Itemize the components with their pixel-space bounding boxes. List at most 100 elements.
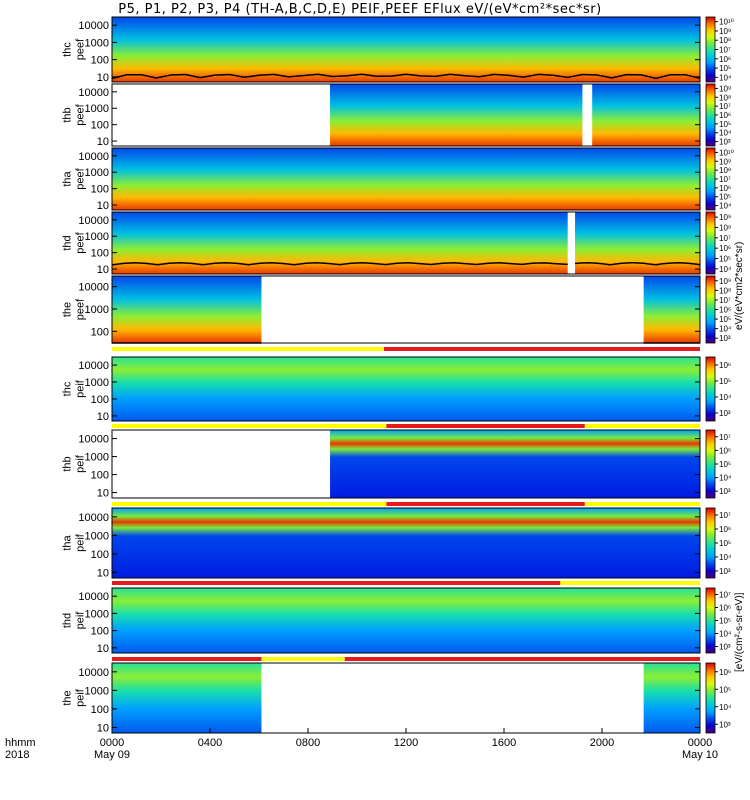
ytick-label: 10 — [97, 643, 109, 655]
colorbar — [705, 83, 716, 147]
panel-ylabel: thapeef — [62, 167, 87, 189]
colorbar — [705, 507, 716, 579]
colorbar-tick-label: 10⁷ — [719, 296, 731, 305]
ytick-label: 1000 — [85, 103, 109, 115]
data-coverage-thb-peif-0 — [330, 430, 700, 498]
panel-ylabel: thbpeef — [62, 103, 87, 125]
colorbar-tick-label: 10⁷ — [719, 591, 731, 600]
data-coverage-thb-peef-1 — [592, 84, 700, 146]
colorbar — [705, 16, 716, 83]
date-label-start: May 09 — [94, 749, 130, 761]
colorbar-tick-label: 10³ — [719, 334, 731, 343]
mode-bar-segment — [112, 424, 387, 428]
colorbar-tick-label: 10⁵ — [719, 685, 731, 694]
xtick-label: 0400 — [198, 737, 222, 749]
panel-ylabel: thbpeif — [62, 454, 87, 473]
ytick-label: 10000 — [78, 667, 109, 679]
colorbar-tick-label: 10⁵ — [719, 460, 731, 469]
ytick-label: 100 — [91, 394, 109, 406]
ytick-label: 10000 — [78, 512, 109, 524]
ytick-label: 100 — [91, 184, 109, 196]
panel-ylabel: thepeif — [62, 688, 87, 707]
colorbar-tick-label: 10³ — [719, 643, 731, 652]
ytick-label: 1000 — [85, 685, 109, 697]
colorbar-tick-label: 10⁶ — [719, 361, 731, 370]
ytick-label: 1000 — [85, 377, 109, 389]
panel-thb-peif: 10 100 1000 10000 thbpeif 10³ 10⁴ 10⁵ 10⁶ 10⁷ — [62, 429, 732, 500]
panel-ylabel: thcpeef — [62, 38, 87, 60]
colorbar-tick-label: 10⁴ — [719, 325, 732, 334]
ytick-label: 1000 — [85, 608, 109, 620]
ytick-label: 10000 — [78, 87, 109, 99]
panel-thd-peif: 10 100 1000 10000 thdpeif 10³ 10⁴ 10⁵ 10⁶ 10⁷ — [62, 587, 732, 655]
overlay-line-thc — [111, 73, 701, 80]
mode-bar-segment — [560, 581, 700, 585]
colorbar-tick-label: 10¹⁰ — [719, 148, 734, 157]
colorbar-tick-label: 10⁶ — [719, 244, 731, 253]
mode-bar-segment — [386, 502, 585, 506]
colorbar-tick-label: 10⁴ — [719, 73, 732, 82]
colorbar-tick-label: 10⁴ — [719, 265, 732, 274]
mode-bar-segment — [584, 502, 700, 506]
ytick-label: 100 — [91, 120, 109, 132]
colorbar-tick-label: 10⁴ — [719, 393, 732, 402]
mode-bar-segment — [112, 657, 262, 661]
ytick-label: 100 — [91, 470, 109, 482]
colorbar-tick-label: 10⁶ — [719, 55, 731, 64]
colorbar-tick-label: 10⁵ — [719, 617, 731, 626]
page-title: P5, P1, P2, P3, P4 (TH-A,B,C,D,E) PEIF,P… — [118, 2, 602, 17]
xtick-label: 2000 — [590, 737, 614, 749]
colorbar-tick-label: 10³ — [719, 487, 731, 496]
colorbar-tick-label: 10⁶ — [719, 306, 731, 315]
panel-the-peif: 10 100 1000 10000 thepeif 10³ 10⁴ 10⁵ 10⁶ — [62, 662, 732, 734]
colorbar-tick-label: 10⁸ — [719, 166, 731, 175]
mode-bar-segment — [344, 657, 700, 661]
mode-bar-segment — [386, 424, 585, 428]
ytick-label: 10 — [97, 72, 109, 84]
colorbar — [705, 275, 716, 344]
ytick-label: 100 — [91, 326, 109, 338]
data-coverage-tha-peef-0 — [112, 148, 700, 210]
colorbar-tick-label: 10⁶ — [719, 604, 731, 613]
colorbar-tick-label: 10⁸ — [719, 224, 731, 233]
panel-ylabel: thcpeif — [62, 379, 87, 398]
colorbar-tick-label: 10⁶ — [719, 668, 731, 677]
data-coverage-thd-peef-1 — [575, 212, 700, 274]
panel-ylabel: thepeef — [62, 298, 87, 320]
colorbar — [705, 662, 716, 734]
colorbar-tick-label: 10⁷ — [719, 433, 731, 442]
data-coverage-the-peif-0 — [112, 663, 262, 733]
colorbar-tick-label: 10⁴ — [719, 202, 732, 211]
colorbar-tick-label: 10⁶ — [719, 525, 731, 534]
colorbar-tick-label: 10¹⁰ — [719, 18, 734, 27]
xtick-label: 0000 — [688, 737, 712, 749]
colorbar-unit-label: [eV/(cm²-s-sr-eV)] — [734, 592, 745, 672]
ytick-label: 100 — [91, 55, 109, 67]
colorbar-tick-label: 10⁴ — [719, 630, 732, 639]
data-coverage-thd-peif-0 — [112, 588, 700, 653]
ytick-label: 10 — [97, 488, 109, 500]
ytick-label: 100 — [91, 704, 109, 716]
colorbar-tick-label: 10⁷ — [719, 175, 731, 184]
colorbar — [705, 587, 716, 654]
xtick-label: 0800 — [296, 737, 320, 749]
colorbar-tick-label: 10⁴ — [719, 553, 732, 562]
ytick-label: 10 — [97, 411, 109, 423]
ytick-label: 10 — [97, 200, 109, 212]
mode-bar-segment — [112, 347, 384, 351]
mode-bar-segment — [261, 657, 345, 661]
ytick-label: 10000 — [78, 215, 109, 227]
date-label-end: May 10 — [682, 749, 718, 761]
ytick-label: 10000 — [78, 591, 109, 603]
ytick-label: 10000 — [78, 282, 109, 294]
panel-thc-peef: 10 100 1000 10000 thcpeef 10⁴10⁵10⁶10⁷10⁸10⁹1… — [62, 16, 734, 84]
time-format-label: hhmm — [5, 737, 36, 749]
year-label: 2018 — [5, 749, 29, 761]
ytick-label: 1000 — [85, 304, 109, 316]
mode-bar-segment — [112, 581, 561, 585]
ytick-label: 10 — [97, 264, 109, 276]
panel-ylabel: thdpeif — [62, 611, 87, 630]
colorbar-tick-label: 10⁸ — [719, 36, 731, 45]
ytick-label: 10000 — [78, 151, 109, 163]
